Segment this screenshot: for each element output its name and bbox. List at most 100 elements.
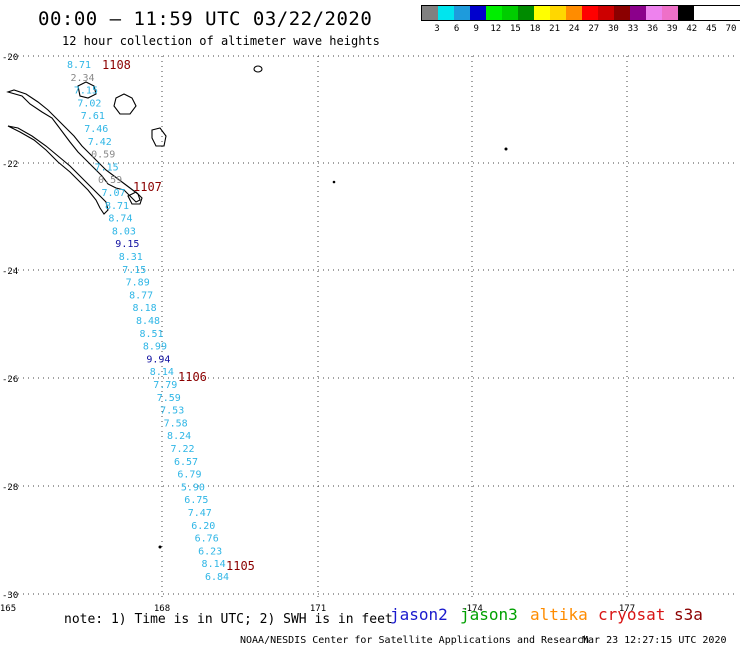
wave-height-label: 5.90 bbox=[181, 482, 205, 493]
wave-height-label: 7.47 bbox=[188, 508, 212, 519]
wave-height-label: 7.59 bbox=[157, 393, 181, 404]
legend-tick-label: 9 bbox=[473, 24, 479, 34]
legend-swatch bbox=[678, 6, 694, 20]
wave-height-label: 7.07 bbox=[102, 188, 126, 199]
legend-swatch bbox=[518, 6, 534, 20]
lon-label: -174 bbox=[461, 604, 483, 614]
legend-swatch bbox=[550, 6, 566, 20]
legend-swatch bbox=[646, 6, 662, 20]
island-ouvea bbox=[77, 81, 97, 99]
lat-label: -26 bbox=[2, 375, 18, 385]
legend-color-bar bbox=[421, 5, 740, 21]
wave-height-label: 8.14 bbox=[150, 367, 174, 378]
sat-cryosat-label: cryosat bbox=[598, 605, 666, 624]
lon-label: 168 bbox=[154, 604, 170, 614]
legend-tick-label: 3 bbox=[434, 24, 440, 34]
island-mare bbox=[151, 127, 167, 147]
track-label: 1108 bbox=[102, 58, 131, 72]
wave-height-label: 8.14 bbox=[202, 559, 226, 570]
legend-tick-label: 45 bbox=[705, 24, 717, 34]
legend-swatch bbox=[662, 6, 678, 20]
wave-height-label: 8.74 bbox=[108, 214, 132, 225]
wave-height-label: 7.58 bbox=[164, 418, 188, 429]
island-speck bbox=[332, 180, 336, 184]
legend-tick-label: 6 bbox=[453, 24, 460, 34]
legend-tick-label: 30 bbox=[607, 24, 619, 34]
legend-tick-label: 33 bbox=[627, 24, 639, 34]
legend-tick-label: 18 bbox=[529, 24, 541, 34]
lat-label: -22 bbox=[2, 160, 18, 170]
wave-height-label: 6.76 bbox=[195, 534, 219, 545]
legend-swatch bbox=[470, 6, 486, 20]
wave-height-label: 8.48 bbox=[136, 316, 160, 327]
wave-height-label: 6.79 bbox=[177, 470, 201, 481]
wave-height-label: 9.15 bbox=[115, 239, 139, 250]
wave-height-label: 7.89 bbox=[126, 278, 150, 289]
lat-label: -30 bbox=[2, 591, 18, 601]
footer-timestamp: Mar 23 12:27:15 UTC 2020 bbox=[582, 635, 727, 646]
legend-swatch bbox=[566, 6, 582, 20]
wave-height-label: 6.23 bbox=[198, 546, 222, 557]
island-isle-of-pines bbox=[127, 191, 143, 205]
wave-height-label: 7.61 bbox=[81, 111, 105, 122]
legend-tick-label: 15 bbox=[509, 24, 521, 34]
track-label: 1106 bbox=[178, 370, 207, 384]
legend-swatch bbox=[534, 6, 550, 20]
legend-tick-label: 21 bbox=[549, 24, 561, 34]
legend-tick-label: 70 bbox=[725, 24, 737, 34]
wave-height-label: 7.42 bbox=[88, 137, 112, 148]
sat-altika-label: altika bbox=[530, 605, 588, 624]
wave-height-label: 0.59 bbox=[98, 175, 122, 186]
track-label: 1107 bbox=[133, 180, 162, 194]
track-label: 1105 bbox=[226, 559, 255, 573]
wave-height-label: 7.79 bbox=[153, 380, 177, 391]
legend-tick-label: 27 bbox=[588, 24, 600, 34]
wave-height-label: 8.18 bbox=[133, 303, 157, 314]
wave-height-label: 7.02 bbox=[77, 98, 101, 109]
island-walpole bbox=[253, 65, 263, 73]
wave-height-label: 7.15 bbox=[95, 162, 119, 173]
footer-note: note: 1) Time is in UTC; 2) SWH is in fe… bbox=[64, 612, 393, 627]
legend-swatch bbox=[582, 6, 598, 20]
wave-height-label: 7.46 bbox=[84, 124, 108, 135]
island-speck bbox=[504, 147, 508, 151]
wave-height-label: 6.20 bbox=[191, 521, 215, 532]
lat-label: -28 bbox=[2, 483, 18, 493]
lon-label: 165 bbox=[0, 604, 16, 614]
wave-height-label: 7.15 bbox=[122, 265, 146, 276]
legend-tick-label: 12 bbox=[490, 24, 502, 34]
wave-height-label: 6.84 bbox=[205, 572, 229, 583]
sat-s3a-label: s3a bbox=[674, 605, 703, 624]
sat-jason2-label: jason2 bbox=[390, 605, 448, 624]
island-lifou bbox=[113, 93, 137, 115]
wave-height-label: 7.53 bbox=[160, 406, 184, 417]
lat-label: -20 bbox=[2, 53, 18, 63]
legend-swatch bbox=[454, 6, 470, 20]
legend-tick-label: 39 bbox=[666, 24, 678, 34]
wave-height-label: 8.03 bbox=[112, 226, 136, 237]
island-speck bbox=[158, 545, 162, 549]
sat-jason3-label: jason3 bbox=[460, 605, 518, 624]
lat-label: -24 bbox=[2, 267, 18, 277]
legend-swatch bbox=[438, 6, 454, 20]
coastline-new-caledonia bbox=[6, 89, 141, 203]
wave-height-label: 0.59 bbox=[91, 150, 115, 161]
legend-swatch bbox=[614, 6, 630, 20]
wave-height-label: 9.94 bbox=[146, 354, 170, 365]
page-subtitle: 12 hour collection of altimeter wave hei… bbox=[62, 34, 380, 48]
legend-tick-label: 24 bbox=[568, 24, 580, 34]
wave-height-label: 8.31 bbox=[119, 252, 143, 263]
wave-height-label: 8.24 bbox=[167, 431, 191, 442]
wave-height-label: 8.77 bbox=[129, 290, 153, 301]
wave-height-label: 7.22 bbox=[171, 444, 195, 455]
legend-swatch bbox=[486, 6, 502, 20]
legend-swatch bbox=[598, 6, 614, 20]
lon-label: 177 bbox=[619, 604, 635, 614]
wave-height-label: 8.71 bbox=[67, 60, 91, 71]
wave-height-label: 6.57 bbox=[174, 457, 198, 468]
wave-height-label: 8.99 bbox=[143, 342, 167, 353]
wave-height-label: 8.51 bbox=[139, 329, 163, 340]
